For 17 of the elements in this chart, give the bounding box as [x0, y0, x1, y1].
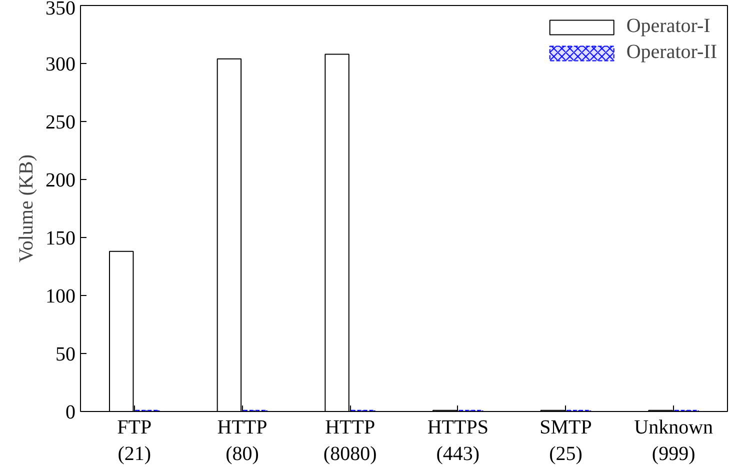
y-tick-label: 150: [46, 228, 76, 250]
x-tick-label: HTTP (80): [217, 416, 268, 465]
y-tick-label: 0: [66, 402, 76, 424]
x-tick-label: HTTPS (443): [427, 416, 488, 465]
y-tick-label: 100: [46, 286, 76, 308]
legend-label: Operator-I: [626, 15, 710, 38]
legend-label: Operator-II: [626, 41, 717, 64]
y-axis-title: Volume (KB): [16, 154, 38, 262]
y-tick-label: 200: [46, 170, 76, 192]
y-tick-label: 350: [46, 0, 76, 20]
x-tick-label: Unknown (999): [634, 416, 714, 465]
x-tick-label: HTTP (8080): [323, 416, 377, 465]
x-tick-label: FTP (21): [117, 416, 152, 465]
y-tick-label: 250: [46, 112, 76, 134]
y-tick-label: 50: [56, 344, 76, 366]
x-tick-label: SMTP (25): [540, 416, 592, 465]
y-tick-label: 300: [46, 54, 76, 76]
